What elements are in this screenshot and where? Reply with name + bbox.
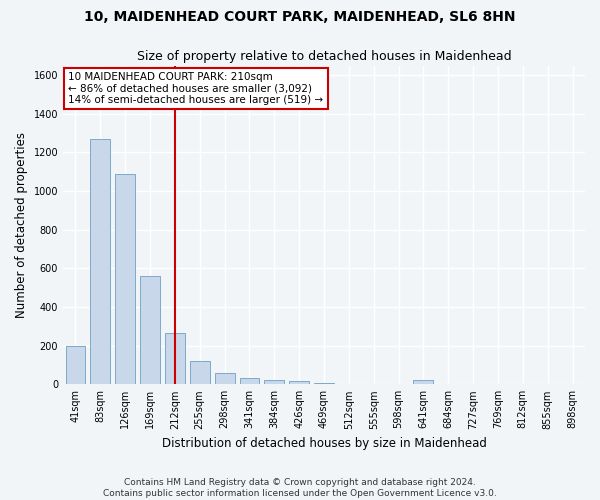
- Bar: [265, 380, 284, 384]
- Bar: [165, 333, 185, 384]
- Y-axis label: Number of detached properties: Number of detached properties: [15, 132, 28, 318]
- Bar: [289, 382, 309, 384]
- Bar: [239, 378, 259, 384]
- Text: 10 MAIDENHEAD COURT PARK: 210sqm
← 86% of detached houses are smaller (3,092)
14: 10 MAIDENHEAD COURT PARK: 210sqm ← 86% o…: [68, 72, 323, 105]
- Bar: [413, 380, 433, 384]
- Bar: [91, 139, 110, 384]
- Text: 10, MAIDENHEAD COURT PARK, MAIDENHEAD, SL6 8HN: 10, MAIDENHEAD COURT PARK, MAIDENHEAD, S…: [84, 10, 516, 24]
- Bar: [215, 372, 235, 384]
- Bar: [140, 276, 160, 384]
- X-axis label: Distribution of detached houses by size in Maidenhead: Distribution of detached houses by size …: [161, 437, 487, 450]
- Bar: [115, 174, 135, 384]
- Bar: [65, 346, 85, 385]
- Title: Size of property relative to detached houses in Maidenhead: Size of property relative to detached ho…: [137, 50, 511, 63]
- Bar: [190, 361, 209, 384]
- Text: Contains HM Land Registry data © Crown copyright and database right 2024.
Contai: Contains HM Land Registry data © Crown c…: [103, 478, 497, 498]
